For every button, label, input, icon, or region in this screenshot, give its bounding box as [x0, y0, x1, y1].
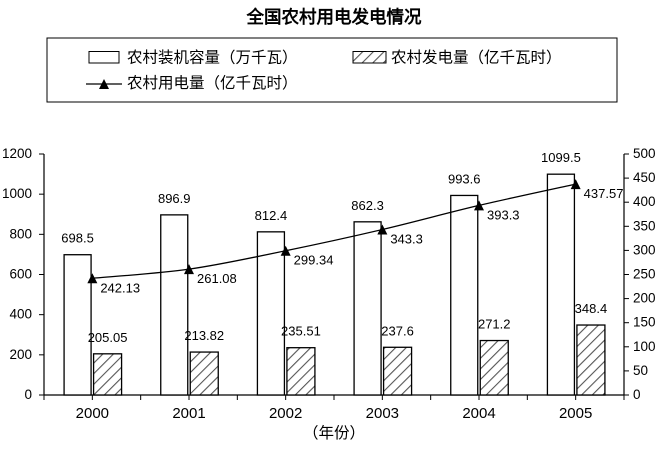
svg-text:0: 0 — [633, 387, 641, 402]
svg-text:235.51: 235.51 — [281, 324, 321, 339]
svg-text:0: 0 — [24, 387, 32, 402]
svg-text:437.57: 437.57 — [584, 186, 624, 201]
svg-text:237.6: 237.6 — [381, 323, 414, 338]
svg-text:343.3: 343.3 — [390, 232, 423, 247]
svg-text:271.2: 271.2 — [478, 317, 511, 332]
svg-text:400: 400 — [9, 307, 32, 322]
svg-text:348.4: 348.4 — [575, 301, 608, 316]
svg-text:205.05: 205.05 — [88, 330, 128, 345]
svg-text:250: 250 — [633, 267, 656, 282]
svg-text:896.9: 896.9 — [158, 191, 191, 206]
svg-text:全国农村用电发电情况: 全国农村用电发电情况 — [246, 7, 422, 27]
svg-text:500: 500 — [633, 146, 656, 161]
svg-text:2004: 2004 — [462, 405, 495, 422]
svg-text:862.3: 862.3 — [351, 198, 384, 213]
svg-text:1099.5: 1099.5 — [541, 150, 581, 165]
svg-text:812.4: 812.4 — [255, 208, 288, 223]
svg-text:农村装机容量（万千瓦）: 农村装机容量（万千瓦） — [127, 49, 298, 67]
svg-text:2005: 2005 — [559, 405, 592, 422]
svg-text:993.6: 993.6 — [448, 171, 481, 186]
svg-text:800: 800 — [9, 226, 32, 241]
svg-text:100: 100 — [633, 339, 656, 354]
svg-text:农村发电量（亿千瓦时）: 农村发电量（亿千瓦时） — [391, 49, 562, 67]
svg-text:200: 200 — [9, 347, 32, 362]
svg-text:农村用电量（亿千瓦时）: 农村用电量（亿千瓦时） — [127, 74, 298, 92]
svg-text:200: 200 — [633, 291, 656, 306]
svg-text:450: 450 — [633, 170, 656, 185]
svg-text:2000: 2000 — [76, 405, 109, 422]
svg-text:2003: 2003 — [366, 405, 399, 422]
svg-text:299.34: 299.34 — [294, 253, 334, 268]
svg-text:（年份）: （年份） — [303, 424, 365, 442]
svg-text:600: 600 — [9, 267, 32, 282]
svg-text:50: 50 — [633, 363, 648, 378]
svg-text:2002: 2002 — [269, 405, 302, 422]
svg-text:213.82: 213.82 — [184, 328, 224, 343]
svg-text:1000: 1000 — [2, 186, 32, 201]
svg-text:242.13: 242.13 — [100, 280, 140, 295]
svg-text:350: 350 — [633, 218, 656, 233]
svg-text:2001: 2001 — [172, 405, 205, 422]
svg-text:400: 400 — [633, 194, 656, 209]
svg-text:261.08: 261.08 — [197, 271, 237, 286]
svg-text:698.5: 698.5 — [61, 231, 94, 246]
svg-text:393.3: 393.3 — [487, 207, 520, 222]
svg-text:150: 150 — [633, 315, 656, 330]
svg-text:300: 300 — [633, 242, 656, 257]
svg-text:1200: 1200 — [2, 146, 32, 161]
